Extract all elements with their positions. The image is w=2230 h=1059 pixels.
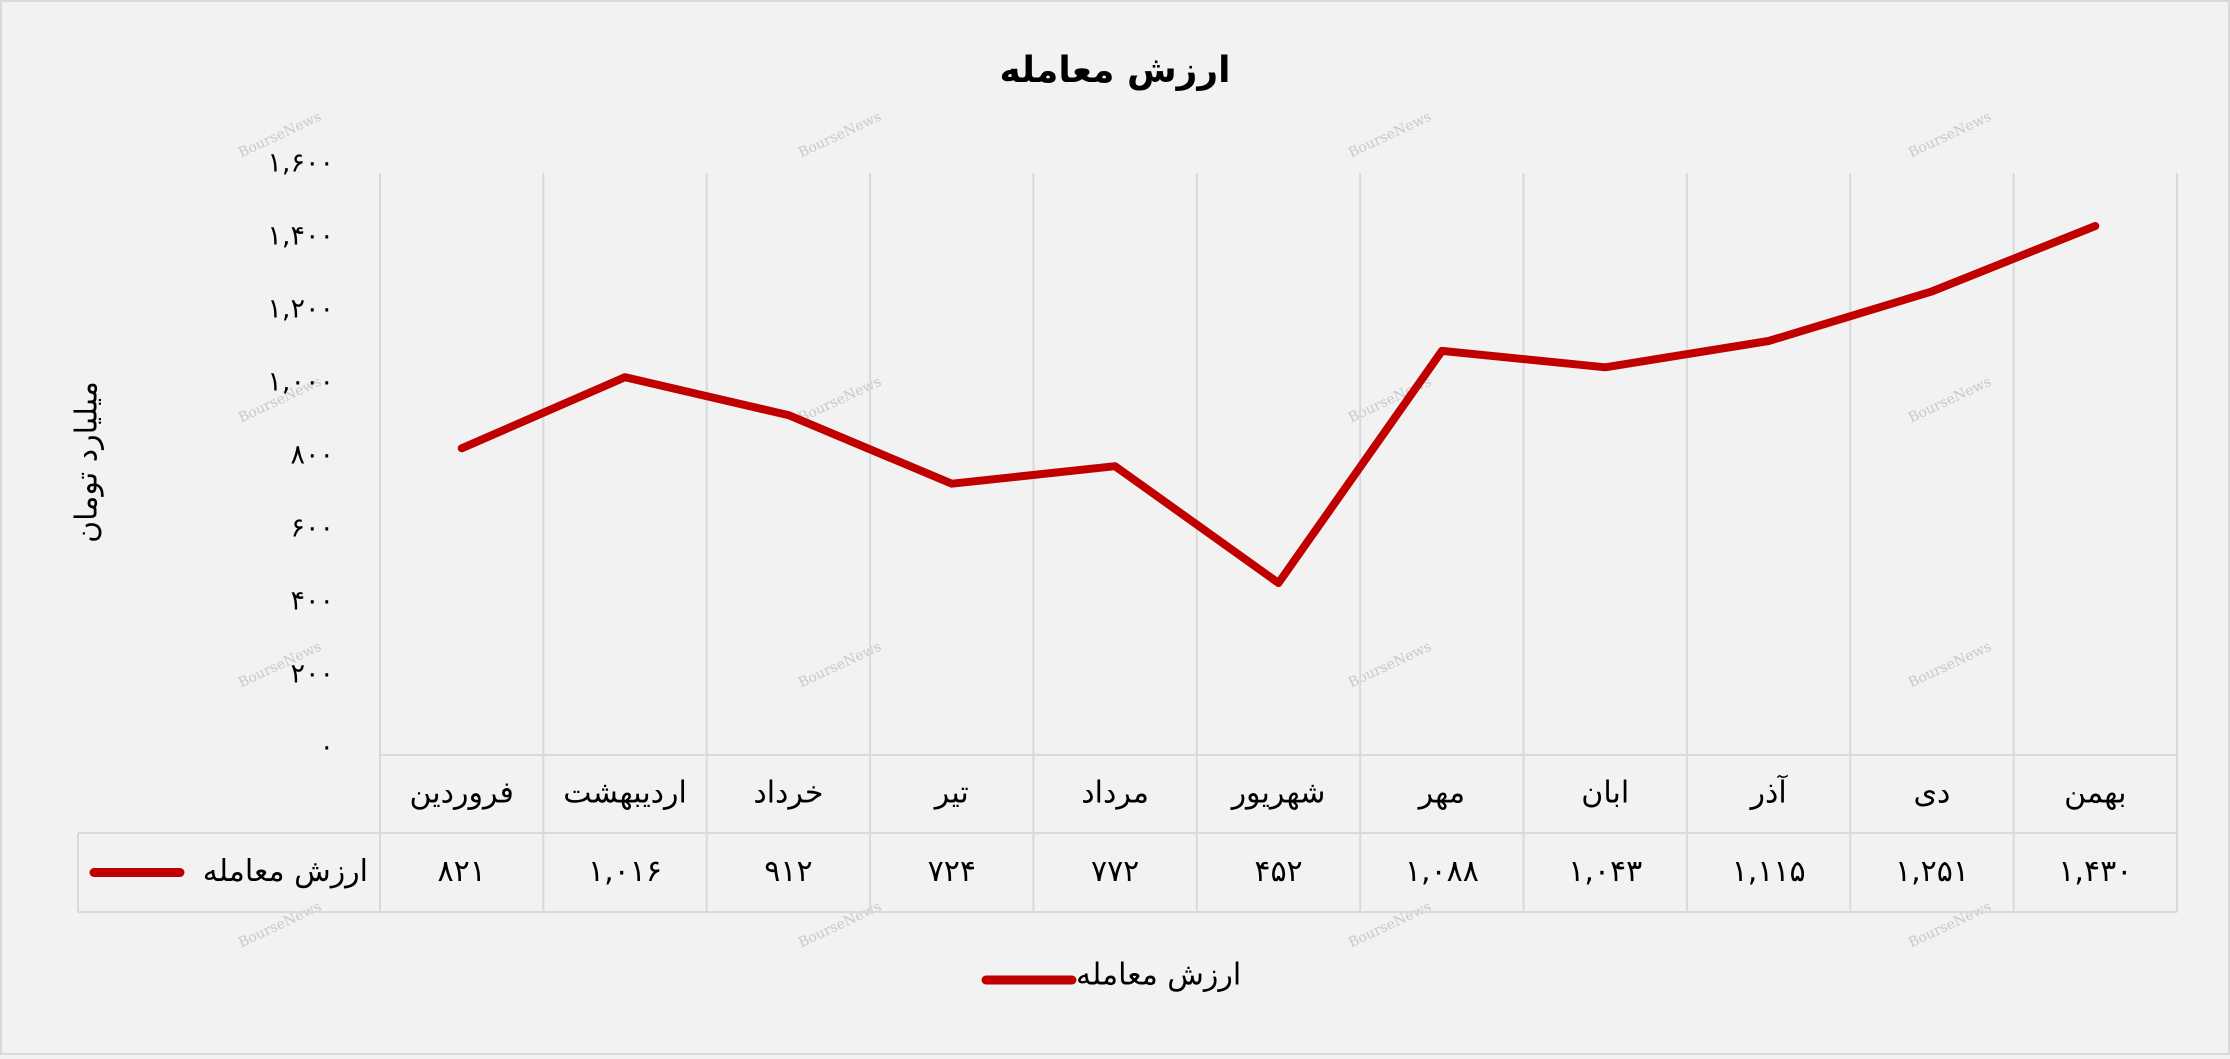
y-tick-label: ۱,۰۰۰: [267, 367, 334, 398]
series-line: [457, 222, 2100, 587]
data-table-value: ۷۲۴: [928, 854, 976, 889]
data-table-value: ۱,۴۳۰: [2058, 854, 2132, 889]
y-tick-label: ۸۰۰: [290, 440, 334, 471]
data-table-value: ۴۵۲: [1254, 854, 1302, 889]
x-tick-label: آذر: [1748, 775, 1788, 811]
y-tick-label: ۴۰۰: [290, 586, 334, 617]
chart-title: ارزش معامله: [1000, 50, 1231, 91]
x-tick-label: فروردین: [409, 776, 513, 811]
data-table-value: ۸۲۱: [438, 854, 486, 889]
legend-label: ارزش معامله: [1076, 958, 1241, 993]
data-table-value: ۱,۰۴۳: [1568, 854, 1642, 889]
data-table-value: ۱,۰۸۸: [1405, 854, 1479, 889]
x-tick-label: اردیبهشت: [563, 776, 687, 811]
y-tick-label: ۱,۶۰۰: [267, 148, 334, 179]
y-tick-label: ۲۰۰: [290, 659, 334, 690]
data-table-value: ۱,۱۱۵: [1732, 854, 1806, 889]
y-tick-label: ۱,۴۰۰: [267, 221, 334, 252]
data-table-value: ۷۷۲: [1091, 854, 1139, 889]
x-tick-label: تیر: [933, 776, 969, 811]
y-tick-label: ۶۰۰: [290, 513, 334, 544]
data-table-value: ۱,۲۵۱: [1895, 854, 1969, 889]
x-tick-label: مهر: [1417, 776, 1465, 811]
x-tick-label: خرداد: [753, 776, 823, 811]
y-tick-label: ۰: [319, 732, 334, 763]
x-tick-label: مرداد: [1081, 776, 1149, 811]
data-table-value: ۹۱۲: [764, 854, 812, 889]
y-tick-label: ۱,۲۰۰: [267, 294, 334, 325]
data-table-value: ۱,۰۱۶: [588, 854, 662, 889]
table-series-name: ارزش معامله: [203, 854, 368, 889]
x-tick-label: ابان: [1581, 776, 1629, 811]
x-tick-label: بهمن: [2064, 776, 2126, 811]
x-tick-label: شهریور: [1230, 776, 1326, 811]
x-tick-label: دی: [1914, 776, 1951, 811]
y-axis-title: میلیارد تومان: [70, 381, 105, 543]
